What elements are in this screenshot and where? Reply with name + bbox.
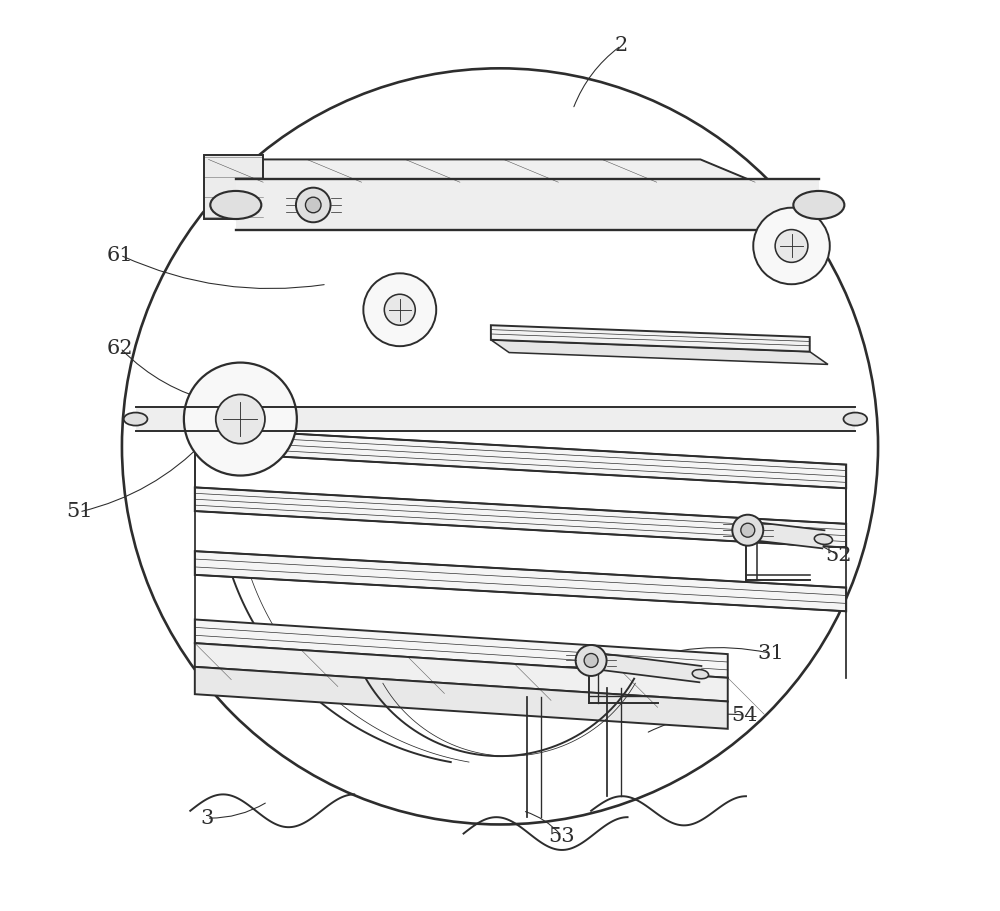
Polygon shape — [195, 667, 728, 729]
Ellipse shape — [793, 191, 844, 219]
Circle shape — [753, 208, 830, 284]
Circle shape — [584, 653, 598, 668]
Circle shape — [216, 394, 265, 444]
Circle shape — [775, 230, 808, 262]
Polygon shape — [491, 325, 810, 352]
Polygon shape — [208, 159, 755, 182]
Polygon shape — [195, 619, 728, 678]
Circle shape — [741, 523, 755, 537]
Text: 54: 54 — [731, 706, 757, 724]
Circle shape — [576, 645, 607, 676]
Ellipse shape — [210, 191, 261, 219]
Polygon shape — [136, 407, 855, 431]
Polygon shape — [236, 179, 819, 230]
Circle shape — [732, 515, 763, 546]
Text: 51: 51 — [66, 503, 92, 521]
Circle shape — [363, 273, 436, 346]
Polygon shape — [590, 652, 701, 682]
Polygon shape — [195, 428, 846, 488]
Polygon shape — [204, 155, 263, 219]
Ellipse shape — [843, 413, 867, 425]
Text: 52: 52 — [826, 547, 852, 565]
Circle shape — [184, 363, 297, 476]
Text: 31: 31 — [757, 644, 784, 662]
Ellipse shape — [124, 413, 147, 425]
Polygon shape — [195, 551, 846, 611]
Ellipse shape — [692, 670, 709, 679]
Text: 62: 62 — [107, 339, 133, 357]
Circle shape — [296, 188, 331, 222]
Text: 3: 3 — [200, 809, 213, 827]
Polygon shape — [195, 487, 846, 548]
Polygon shape — [745, 521, 824, 548]
Circle shape — [305, 197, 321, 213]
Polygon shape — [491, 340, 828, 364]
Circle shape — [384, 294, 415, 325]
Text: 61: 61 — [107, 246, 133, 264]
Text: 53: 53 — [549, 827, 575, 845]
Text: 2: 2 — [615, 36, 628, 55]
Ellipse shape — [814, 534, 832, 545]
Polygon shape — [195, 643, 728, 701]
Circle shape — [122, 68, 878, 824]
